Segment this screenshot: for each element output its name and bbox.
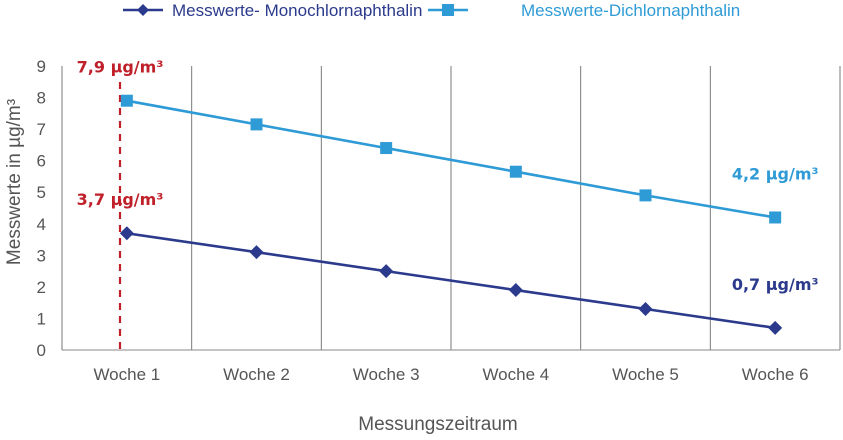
data-point [119,226,134,241]
annotation-label: 7,9 µg/m³ [77,58,164,77]
data-point [769,211,782,224]
y-tick-label: 4 [37,215,46,234]
y-tick-label: 2 [37,278,46,297]
y-tick-label: 9 [37,57,46,76]
legend: Messwerte- Monochlornaphthalin Messwerte-… [123,1,740,20]
x-tick-label: Woche 5 [612,365,679,384]
y-tick-label: 1 [37,309,46,328]
annotation-label: 3,7 µg/m³ [77,190,164,209]
series-group [119,94,783,335]
data-point [380,142,393,155]
data-point [639,189,652,202]
y-tick-label: 8 [37,89,46,108]
x-axis-ticks: Woche 1 Woche 2 Woche 3 Woche 4 Woche 5 Woche… [93,365,808,384]
data-point [508,283,523,298]
x-tick-label: Woche 3 [353,365,420,384]
y-tick-label: 6 [37,152,46,171]
x-tick-label: Woche 6 [742,365,809,384]
data-point [250,118,263,131]
legend-marker [137,4,149,16]
series-line [126,99,776,219]
data-point [120,94,133,107]
y-tick-label: 5 [37,183,46,202]
y-tick-label: 0 [37,341,46,360]
y-axis-ticks: 0 1 2 3 4 5 6 7 8 9 [37,57,46,360]
y-tick-label: 3 [37,246,46,265]
legend-marker [442,4,454,16]
series-line [126,231,776,330]
x-tick-label: Woche 2 [223,365,290,384]
data-point [379,264,394,279]
y-tick-label: 7 [37,120,46,139]
annotation-label: 0,7 µg/m³ [732,275,819,294]
x-axis-title: Messungszeitraum [358,414,517,435]
data-point [249,245,264,260]
data-point [509,165,522,178]
data-point [638,301,653,316]
legend-label: Messwerte-Dichlornaphthalin [521,1,740,20]
legend-label: Messwerte- Monochlornaphthalin [172,1,422,20]
annotation-label: 4,2 µg/m³ [732,164,819,183]
y-axis-title: Messwerte in µg/m³ [4,99,25,265]
x-tick-label: Woche 4 [482,365,549,384]
annotations-group: 7,9 µg/m³ 3,7 µg/m³ 4,2 µg/m³ 0,7 µg/m³ [77,58,819,294]
x-tick-label: Woche 1 [93,365,160,384]
data-point [768,320,783,335]
